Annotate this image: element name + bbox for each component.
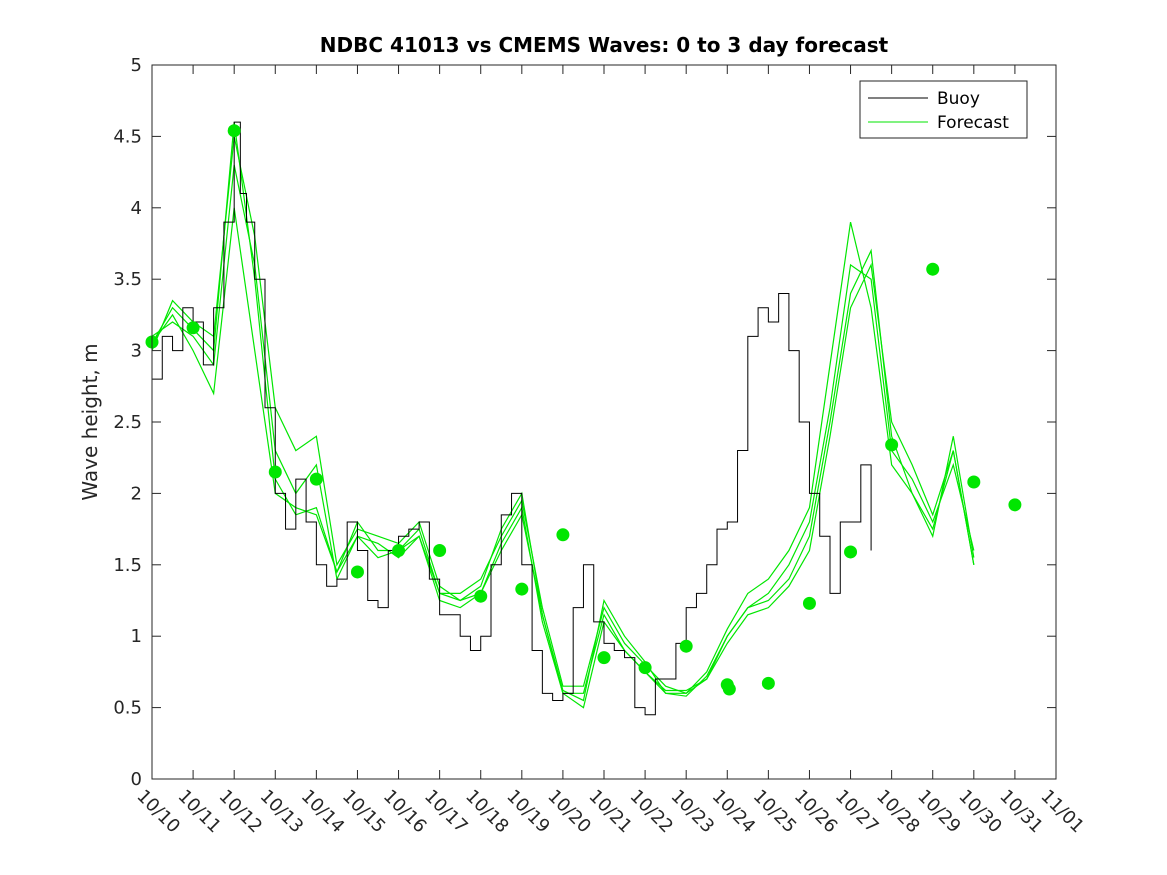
y-tick-label: 1.5 [113, 555, 142, 576]
forecast-point [679, 639, 693, 653]
y-tick-label: 3 [131, 341, 142, 362]
legend: Buoy Forecast [859, 80, 1028, 139]
forecast-line-3 [151, 136, 975, 702]
y-tick-label: 1 [131, 626, 142, 647]
forecast-point [885, 438, 899, 452]
forecast-point [967, 475, 981, 489]
forecast-point [1008, 498, 1022, 512]
y-axis-label: Wave height, m [78, 343, 102, 500]
forecast-point [926, 262, 940, 276]
forecast-point [802, 596, 816, 610]
y-tick-label: 4 [131, 198, 142, 219]
y-tick-label: 4.5 [113, 126, 142, 147]
legend-forecast-label: Forecast [937, 113, 1009, 133]
forecast-point [227, 124, 241, 138]
forecast-point [309, 472, 323, 486]
forecast-point [268, 465, 282, 479]
y-tick-label: 2.5 [113, 412, 142, 433]
forecast-point [392, 544, 406, 558]
forecast-point [350, 565, 364, 579]
plot-area [152, 65, 1056, 779]
forecast-point [761, 676, 775, 690]
y-tick-label: 5 [131, 55, 142, 76]
forecast-point [474, 589, 488, 603]
y-tick-label: 0 [131, 769, 142, 790]
buoy-line [152, 121, 872, 716]
forecast-point [515, 582, 529, 596]
forecast-point [186, 321, 200, 335]
plot-frame [151, 64, 1057, 780]
forecast-point [556, 528, 570, 542]
legend-buoy-label: Buoy [937, 89, 980, 109]
chart-title: NDBC 41013 vs CMEMS Waves: 0 to 3 day fo… [320, 33, 889, 57]
forecast-point [638, 661, 652, 675]
y-tick-label: 2 [131, 483, 142, 504]
series-layer [145, 121, 1022, 716]
y-tick-label: 3.5 [113, 269, 142, 290]
legend-box [859, 80, 1028, 139]
forecast-point [722, 682, 736, 696]
forecast-point [844, 545, 858, 559]
forecast-point [597, 651, 611, 665]
forecast-point [433, 544, 447, 558]
y-tick-label: 0.5 [113, 698, 142, 719]
